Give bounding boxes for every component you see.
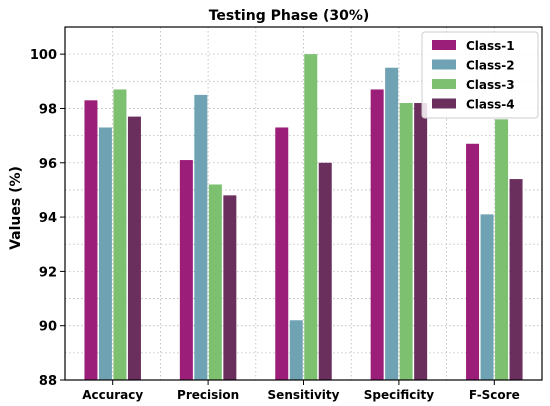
- y-tick-label: 88: [39, 374, 57, 389]
- bar-class-3-specificity: [399, 103, 413, 381]
- x-tick-label: Accuracy: [82, 388, 143, 402]
- x-tick-label: F-Score: [469, 388, 520, 402]
- bar-class-2-specificity: [385, 67, 399, 380]
- y-tick-label: 90: [39, 320, 57, 335]
- legend-label-class-4: Class-4: [466, 98, 515, 112]
- legend: Class-1 Class-2 Class-3 Class-4: [421, 31, 539, 119]
- bar-class-1-accuracy: [84, 100, 98, 381]
- bar-class-3-f-score: [495, 119, 509, 381]
- bar-class-1-f-score: [466, 143, 480, 380]
- axes: 88 90 92 94 96 98 100 Accuracy Precision Sensitiv…: [30, 26, 543, 402]
- y-tick-label: 100: [30, 48, 57, 63]
- y-tick-label: 94: [39, 211, 57, 226]
- y-tick-label: 98: [39, 102, 57, 117]
- bar-class-3-sensitivity: [304, 54, 318, 381]
- bar-class-2-sensitivity: [289, 320, 303, 380]
- bar-class-3-accuracy: [113, 89, 127, 380]
- y-tick-label: 92: [39, 265, 57, 280]
- bar-class-4-f-score: [509, 179, 523, 380]
- bar-class-4-accuracy: [127, 116, 141, 380]
- bar-class-3-precision: [208, 184, 222, 380]
- legend-swatch-class-2: [432, 59, 456, 70]
- legend-swatch-class-1: [432, 40, 456, 50]
- legend-label-class-2: Class-2: [466, 59, 515, 73]
- bar-class-1-sensitivity: [275, 127, 289, 380]
- legend-label-class-1: Class-1: [466, 39, 515, 53]
- bar-class-1-precision: [179, 160, 193, 380]
- legend-box: [421, 31, 539, 119]
- x-tick-label: Sensitivity: [268, 388, 340, 402]
- y-tick-label: 96: [39, 157, 57, 172]
- bar-class-4-specificity: [414, 103, 428, 381]
- bar-class-2-precision: [194, 94, 208, 380]
- legend-swatch-class-3: [432, 79, 456, 89]
- legend-label-class-3: Class-3: [466, 78, 515, 92]
- legend-swatch-class-4: [432, 98, 456, 109]
- bar-class-4-sensitivity: [318, 162, 332, 380]
- bar-class-4-precision: [223, 195, 237, 380]
- bar-class-2-accuracy: [98, 127, 112, 380]
- x-tick-label: Specificity: [364, 388, 434, 402]
- chart-title: Testing Phase (30%): [209, 8, 370, 24]
- bars: [84, 54, 523, 381]
- y-axis-label: Values (%): [8, 166, 24, 250]
- bar-class-1-specificity: [370, 89, 384, 380]
- x-tick-label: Precision: [177, 388, 239, 402]
- bar-class-2-f-score: [480, 214, 494, 380]
